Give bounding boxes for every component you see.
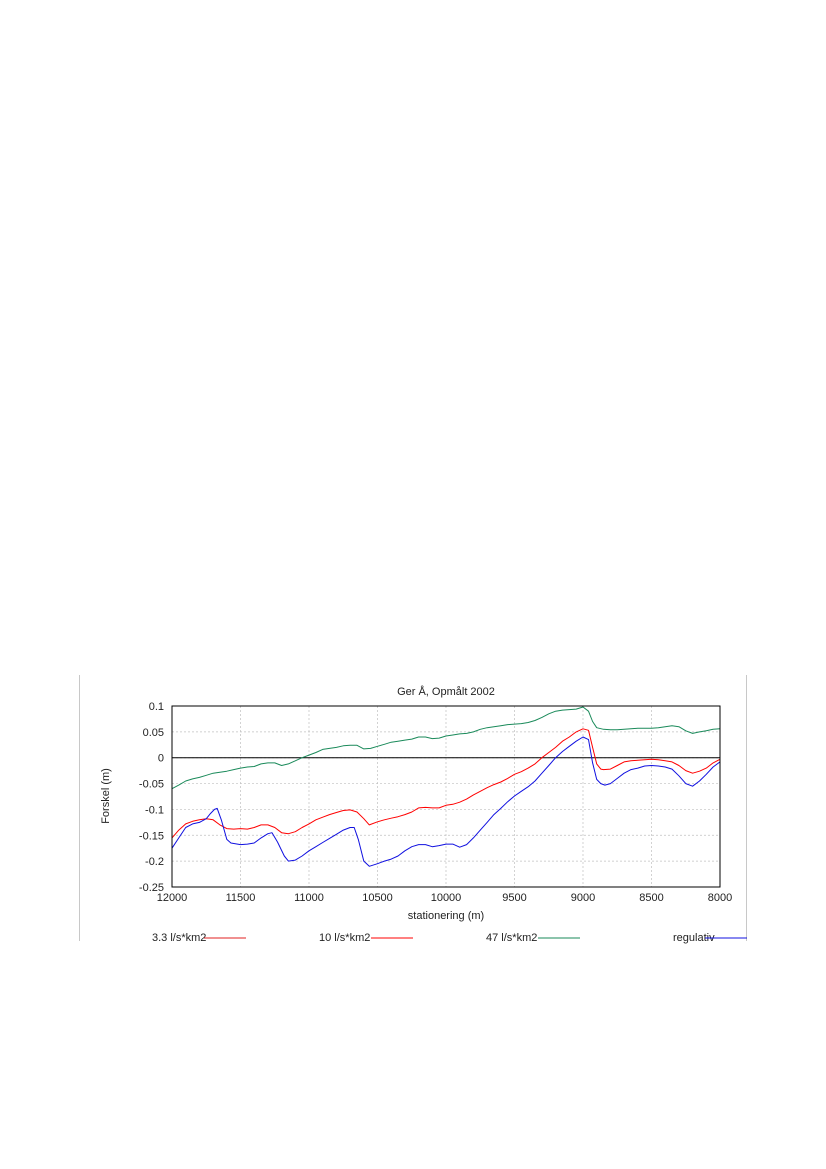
chart-title: Ger Å, Opmålt 2002 xyxy=(397,685,495,698)
x-tick-label: 11000 xyxy=(294,892,324,904)
axis-ticks: 12000 11500 11000 10500 10000 9500 9000 8500 800… xyxy=(139,701,732,904)
y-tick-label: -0.05 xyxy=(139,779,164,791)
legend: 3.3 l/s*km2 10 l/s*km2 47 l/s*km2 regulativ xyxy=(152,932,747,944)
y-axis-label: Forskel (m) xyxy=(100,768,112,824)
legend-label: 3.3 l/s*km2 xyxy=(152,932,206,944)
x-tick-label: 8000 xyxy=(708,892,732,904)
y-tick-label: 0.05 xyxy=(143,727,164,739)
x-tick-label: 10500 xyxy=(362,892,393,904)
series-line-3 xyxy=(171,706,721,790)
y-tick-label: -0.2 xyxy=(145,856,164,868)
y-tick-label: 0 xyxy=(158,753,164,765)
plot-border xyxy=(171,705,721,888)
legend-label: 47 l/s*km2 xyxy=(486,932,537,944)
x-tick-label: 8500 xyxy=(639,892,663,904)
y-tick-label: 0.1 xyxy=(149,701,164,713)
series-line-2 xyxy=(171,728,721,839)
frame-right-line xyxy=(746,675,747,941)
frame-left-line xyxy=(79,675,80,941)
y-tick-label: -0.1 xyxy=(145,804,164,816)
x-tick-label: 12000 xyxy=(157,892,188,904)
y-tick-label: -0.15 xyxy=(139,830,164,842)
x-axis-label: stationering (m) xyxy=(408,910,484,922)
series-lines xyxy=(171,706,721,867)
series-line-4 xyxy=(171,736,721,867)
x-tick-label: 9000 xyxy=(571,892,595,904)
legend-label: regulativ xyxy=(673,932,715,944)
x-tick-label: 9500 xyxy=(502,892,526,904)
x-tick-label: 11500 xyxy=(226,892,256,904)
legend-label: 10 l/s*km2 xyxy=(319,932,370,944)
y-tick-label: -0.25 xyxy=(139,882,164,894)
x-tick-label: 10000 xyxy=(431,892,462,904)
